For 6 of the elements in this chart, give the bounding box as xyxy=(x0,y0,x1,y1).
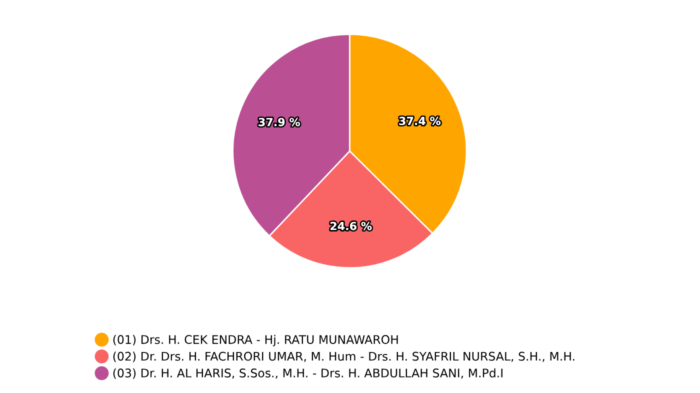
data-label: 37.9 % xyxy=(258,118,300,126)
legend-label: (02) Dr. Drs. H. FACHRORI UMAR, M. Hum - Drs. H. SYAFRIL NURSAL, S.H., M.H. xyxy=(113,352,574,362)
data-label: 37.4 % xyxy=(399,116,441,126)
legend-label: (01) Drs. H. CEK ENDRA - Hj. RATU MUNAWAROH xyxy=(113,334,398,346)
legend-label: (03) Dr. H. AL HARIS, S.Sos., M.H. - Drs. H. ABDULLAH SANI, M.Pd.I xyxy=(113,368,502,379)
data-label: 24.6 % xyxy=(330,222,372,230)
